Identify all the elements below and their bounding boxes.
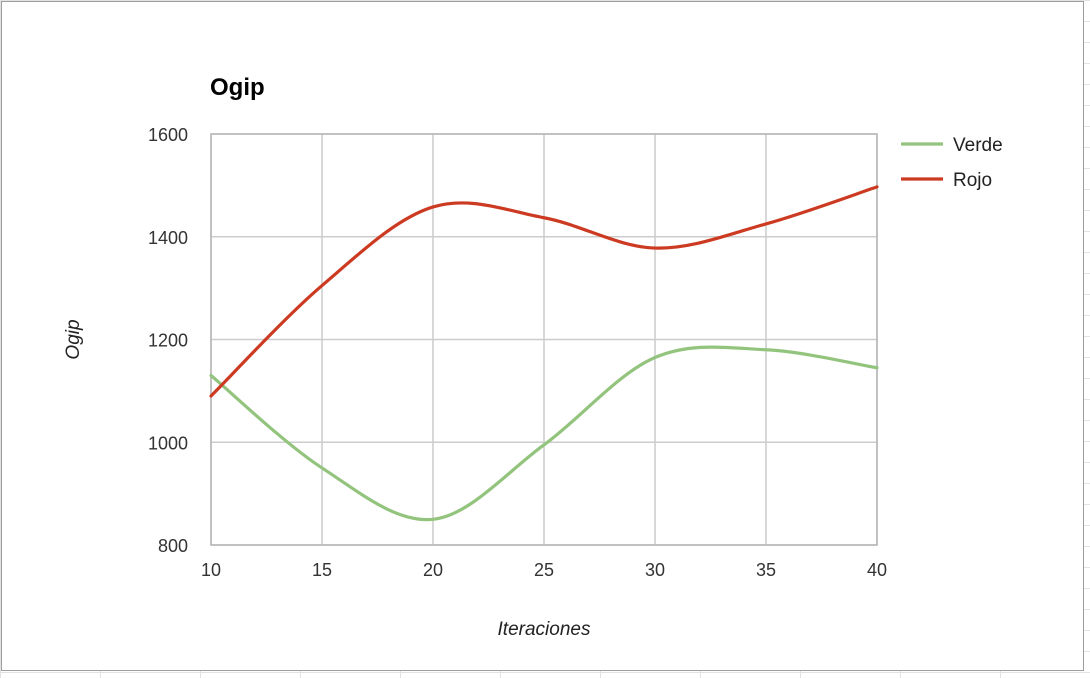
x-tick-label: 30 xyxy=(645,560,665,580)
legend[interactable]: Verde Rojo xyxy=(901,135,1003,191)
y-tick-label: 1200 xyxy=(148,331,188,351)
y-tick-label: 1000 xyxy=(148,433,188,453)
y-tick-label: 800 xyxy=(158,536,188,556)
series-line-rojo[interactable] xyxy=(209,185,879,398)
legend-label-rojo: Rojo xyxy=(953,170,992,191)
y-tick-label: 1600 xyxy=(148,125,188,145)
x-tick-label: 10 xyxy=(201,560,221,580)
legend-label-verde: Verde xyxy=(953,135,1003,156)
x-tick-label: 20 xyxy=(423,560,443,580)
y-tick-label: 1400 xyxy=(148,228,188,248)
series-layer xyxy=(209,185,879,522)
x-tick-label: 35 xyxy=(756,560,776,580)
plot-area-border xyxy=(210,133,878,546)
grid-layer xyxy=(210,133,878,546)
x-tick-label: 25 xyxy=(534,560,554,580)
x-tick-label: 40 xyxy=(867,560,887,580)
y-axis-title: Ogip xyxy=(63,319,84,359)
series-line-verde[interactable] xyxy=(209,345,879,522)
tick-label-layer: 10 15 20 25 30 35 40 800 1000 1200 1400 1600 xyxy=(148,125,887,580)
legend-item-verde[interactable]: Verde xyxy=(901,135,1003,156)
legend-item-rojo[interactable]: Rojo xyxy=(901,170,992,191)
chart-title: Ogip xyxy=(210,74,265,101)
x-tick-label: 15 xyxy=(312,560,332,580)
x-axis-title: Iteraciones xyxy=(498,619,591,640)
